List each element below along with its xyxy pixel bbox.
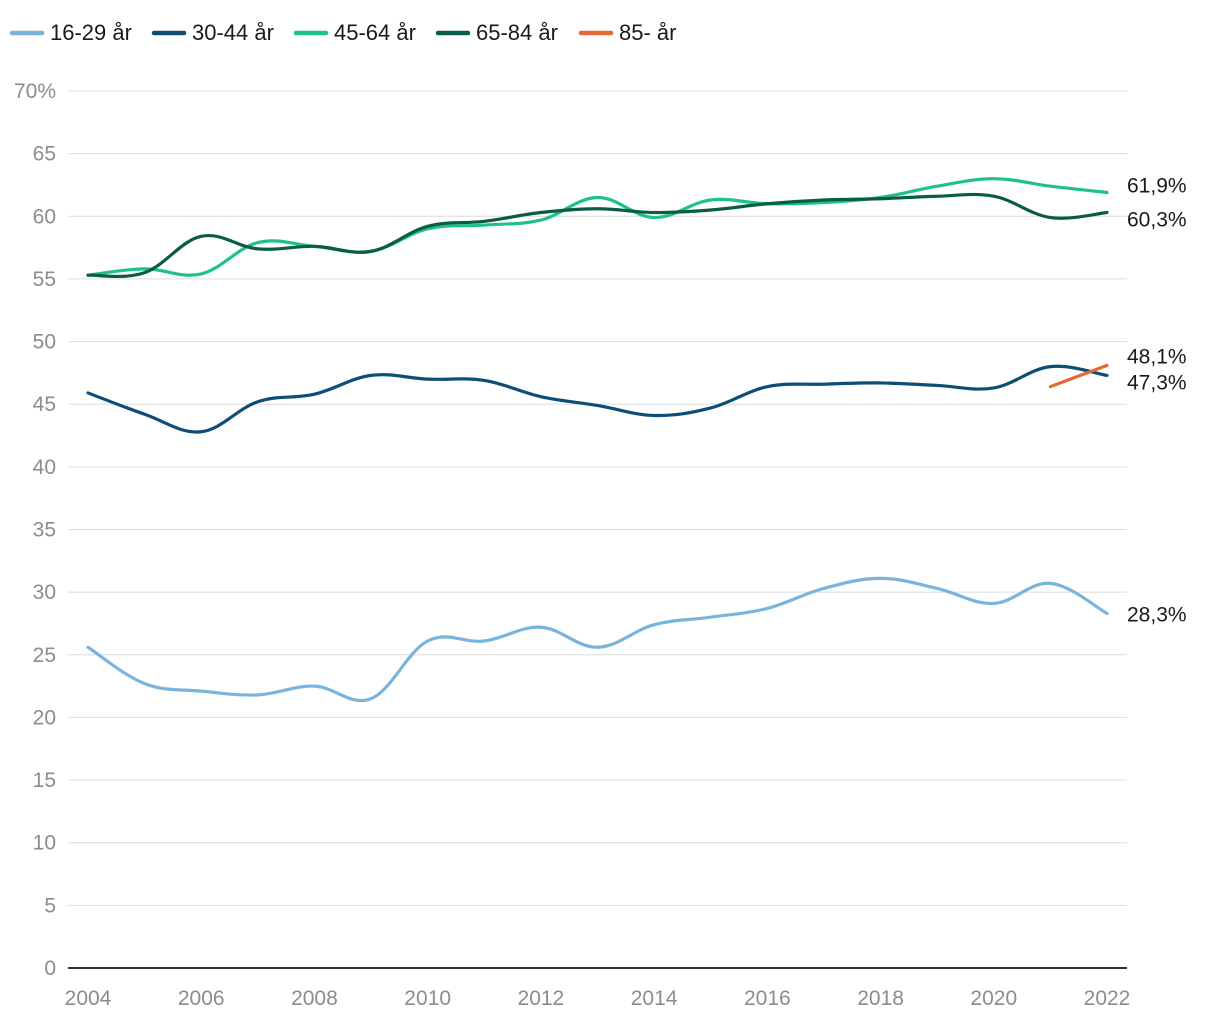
series-line-16-29-r (86, 576, 1109, 703)
legend-label: 16-29 år (50, 20, 132, 45)
end-label: 47,3% (1127, 371, 1187, 394)
gridlines (68, 90, 1127, 906)
x-tick-label: 2012 (518, 987, 565, 1010)
y-tick-label: 25 (33, 644, 56, 667)
legend-item: 65-84 år (435, 20, 558, 45)
y-tick-label: 45 (33, 393, 56, 416)
end-label: 60,3% (1127, 209, 1187, 232)
x-tick-label: 2014 (631, 987, 678, 1010)
series-line-85-r (1048, 363, 1109, 389)
x-tick-label: 2006 (178, 987, 225, 1010)
legend-item: 16-29 år (9, 20, 132, 45)
legend-label: 45-64 år (334, 20, 416, 45)
series-lines (86, 177, 1109, 703)
y-tick-label: 5 (44, 894, 56, 917)
legend-item: 30-44 år (151, 20, 274, 45)
legend-label: 30-44 år (192, 20, 274, 45)
y-tick-label: 15 (33, 769, 56, 792)
x-tick-label: 2020 (970, 987, 1017, 1010)
end-label: 28,3% (1127, 603, 1187, 626)
x-tick-label: 2004 (65, 987, 112, 1010)
series-line-45-64-r (86, 177, 1109, 277)
y-tick-label: 70% (14, 80, 56, 103)
x-tick-label: 2010 (404, 987, 451, 1010)
end-label: 48,1% (1127, 345, 1187, 368)
y-tick-label: 0 (44, 957, 56, 980)
y-tick-label: 65 (33, 143, 56, 166)
x-tick-label: 2016 (744, 987, 791, 1010)
x-tick-label: 2008 (291, 987, 338, 1010)
y-tick-label: 60 (33, 205, 56, 228)
legend-item: 85- år (578, 20, 676, 45)
y-tick-label: 20 (33, 706, 56, 729)
x-tick-label: 2018 (857, 987, 904, 1010)
legend: 16-29 år 30-44 år 45-64 år 65-84 år 85- år (9, 20, 676, 45)
legend-label: 85- år (619, 20, 676, 45)
legend-item: 45-64 år (293, 20, 416, 45)
y-tick-label: 30 (33, 581, 56, 604)
y-tick-label: 40 (33, 456, 56, 479)
x-axis-ticks: 2004 2006 2008 2010 2012 2014 2016 2018 2020 2022 (65, 987, 1131, 1010)
series-line-65-84-r (86, 192, 1109, 279)
x-tick-label: 2022 (1084, 987, 1131, 1010)
y-tick-label: 35 (33, 519, 56, 542)
y-tick-label: 55 (33, 268, 56, 291)
y-axis-ticks: 0 5 10 15 20 25 30 35 40 45 50 55 60 65 70% (14, 80, 56, 980)
y-tick-label: 50 (33, 331, 56, 354)
series-line-30-44-r (86, 364, 1109, 434)
end-label: 61,9% (1127, 174, 1187, 197)
y-tick-label: 10 (33, 832, 56, 855)
legend-label: 65-84 år (476, 20, 558, 45)
end-labels: 28,3% 47,3% 61,9% 60,3% 48,1% (1127, 174, 1187, 626)
